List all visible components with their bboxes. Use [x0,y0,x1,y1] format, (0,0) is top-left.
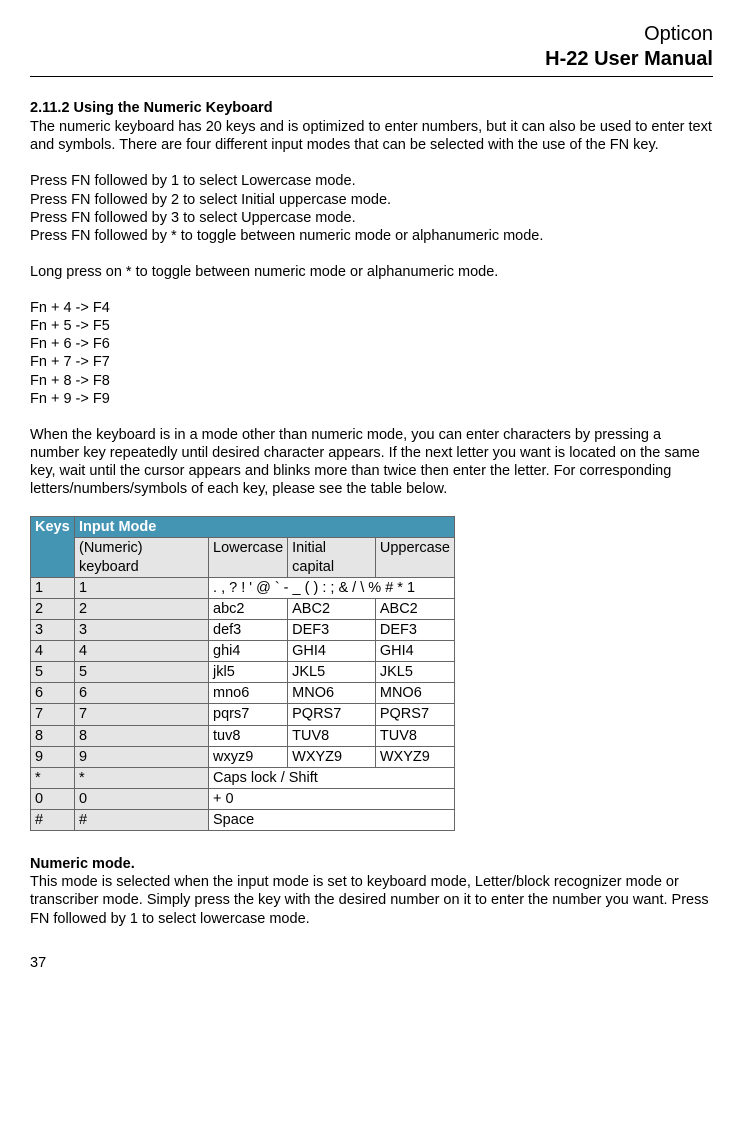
page-number: 37 [30,954,713,972]
fn-instructions: Press FN followed by 1 to select Lowerca… [30,172,713,245]
cell-initial: DEF3 [288,619,376,640]
table-subheader-row: (Numeric) keyboard Lowercase Initial cap… [31,538,455,577]
cell-lower: jkl5 [209,662,288,683]
cell-numeric: 9 [75,746,209,767]
cell-lower: abc2 [209,598,288,619]
cell-lower: wxyz9 [209,746,288,767]
cell-key: 9 [31,746,75,767]
sub-lower: Lowercase [209,538,288,577]
cell-numeric: 1 [75,577,209,598]
cell-span: Space [209,810,455,831]
table-row: 66mno6MNO6MNO6 [31,683,455,704]
fn-map-line: Fn + 4 -> F4 [30,299,713,317]
table-row: 00+ 0 [31,788,455,809]
fn-instruction-line: Press FN followed by 3 to select Upperca… [30,209,713,227]
cell-key: 1 [31,577,75,598]
fn-shortcut-map: Fn + 4 -> F4 Fn + 5 -> F5 Fn + 6 -> F6 F… [30,299,713,408]
numeric-mode-section: Numeric mode. This mode is selected when… [30,855,713,928]
fn-map-line: Fn + 8 -> F8 [30,372,713,390]
cell-upper: DEF3 [375,619,454,640]
table-row: ##Space [31,810,455,831]
cell-upper: PQRS7 [375,704,454,725]
cell-numeric: 3 [75,619,209,640]
table-row: 88tuv8TUV8TUV8 [31,725,455,746]
cell-upper: WXYZ9 [375,746,454,767]
sub-numeric: (Numeric) keyboard [75,538,209,577]
table-row: 33def3DEF3DEF3 [31,619,455,640]
table-header-row: Keys Input Mode [31,517,455,538]
cell-numeric: 7 [75,704,209,725]
numeric-mode-title: Numeric mode. [30,856,135,872]
section-title: 2.11.2 Using the Numeric Keyboard [30,99,713,117]
cell-span: Caps lock / Shift [209,767,455,788]
cell-span: . , ? ! ' @ ` - _ ( ) : ; & / \ % # * 1 [209,577,455,598]
cell-key: # [31,810,75,831]
cell-lower: def3 [209,619,288,640]
cell-numeric: 8 [75,725,209,746]
cell-upper: MNO6 [375,683,454,704]
fn-instruction-line: Press FN followed by 1 to select Lowerca… [30,172,713,190]
cell-key: 6 [31,683,75,704]
cell-lower: ghi4 [209,641,288,662]
section-intro: The numeric keyboard has 20 keys and is … [30,118,713,154]
page-header: Opticon H-22 User Manual [30,22,713,72]
cell-initial: ABC2 [288,598,376,619]
header-brand: Opticon [644,23,713,45]
cell-upper: ABC2 [375,598,454,619]
table-row: **Caps lock / Shift [31,767,455,788]
cell-upper: TUV8 [375,725,454,746]
table-row: 77pqrs7PQRS7PQRS7 [31,704,455,725]
cell-lower: pqrs7 [209,704,288,725]
sub-initial: Initial capital [288,538,376,577]
table-row: 99wxyz9WXYZ9WXYZ9 [31,746,455,767]
fn-map-line: Fn + 5 -> F5 [30,317,713,335]
numeric-mode-body: This mode is selected when the input mod… [30,873,713,927]
header-manual: H-22 User Manual [545,48,713,70]
cell-numeric: 5 [75,662,209,683]
cell-lower: mno6 [209,683,288,704]
cell-initial: GHI4 [288,641,376,662]
cell-key: 8 [31,725,75,746]
table-row: 22abc2ABC2ABC2 [31,598,455,619]
header-rule [30,76,713,77]
sub-upper: Uppercase [375,538,454,577]
cell-key: 7 [31,704,75,725]
table-row: 44ghi4GHI4GHI4 [31,641,455,662]
cell-initial: TUV8 [288,725,376,746]
cell-key: 4 [31,641,75,662]
fn-instruction-line: Press FN followed by 2 to select Initial… [30,191,713,209]
cell-initial: WXYZ9 [288,746,376,767]
fn-map-line: Fn + 7 -> F7 [30,353,713,371]
cell-initial: MNO6 [288,683,376,704]
cell-key: 5 [31,662,75,683]
fn-map-line: Fn + 6 -> F6 [30,335,713,353]
cell-key: 3 [31,619,75,640]
cell-upper: GHI4 [375,641,454,662]
cell-numeric: 0 [75,788,209,809]
cell-key: * [31,767,75,788]
cell-numeric: 4 [75,641,209,662]
table-row: 55jkl5JKL5JKL5 [31,662,455,683]
cell-initial: JKL5 [288,662,376,683]
cell-numeric: # [75,810,209,831]
cell-lower: tuv8 [209,725,288,746]
keymap-table: Keys Input Mode (Numeric) keyboard Lower… [30,516,455,831]
longpress-note: Long press on * to toggle between numeri… [30,263,713,281]
cell-numeric: * [75,767,209,788]
table-row: 11. , ? ! ' @ ` - _ ( ) : ; & / \ % # * … [31,577,455,598]
th-keys: Keys [31,517,75,577]
cell-initial: PQRS7 [288,704,376,725]
cell-numeric: 2 [75,598,209,619]
fn-map-line: Fn + 9 -> F9 [30,390,713,408]
th-input-mode: Input Mode [75,517,455,538]
cell-numeric: 6 [75,683,209,704]
press-repeat-paragraph: When the keyboard is in a mode other tha… [30,426,713,499]
cell-span: + 0 [209,788,455,809]
cell-key: 2 [31,598,75,619]
cell-upper: JKL5 [375,662,454,683]
cell-key: 0 [31,788,75,809]
fn-instruction-line: Press FN followed by * to toggle between… [30,227,713,245]
